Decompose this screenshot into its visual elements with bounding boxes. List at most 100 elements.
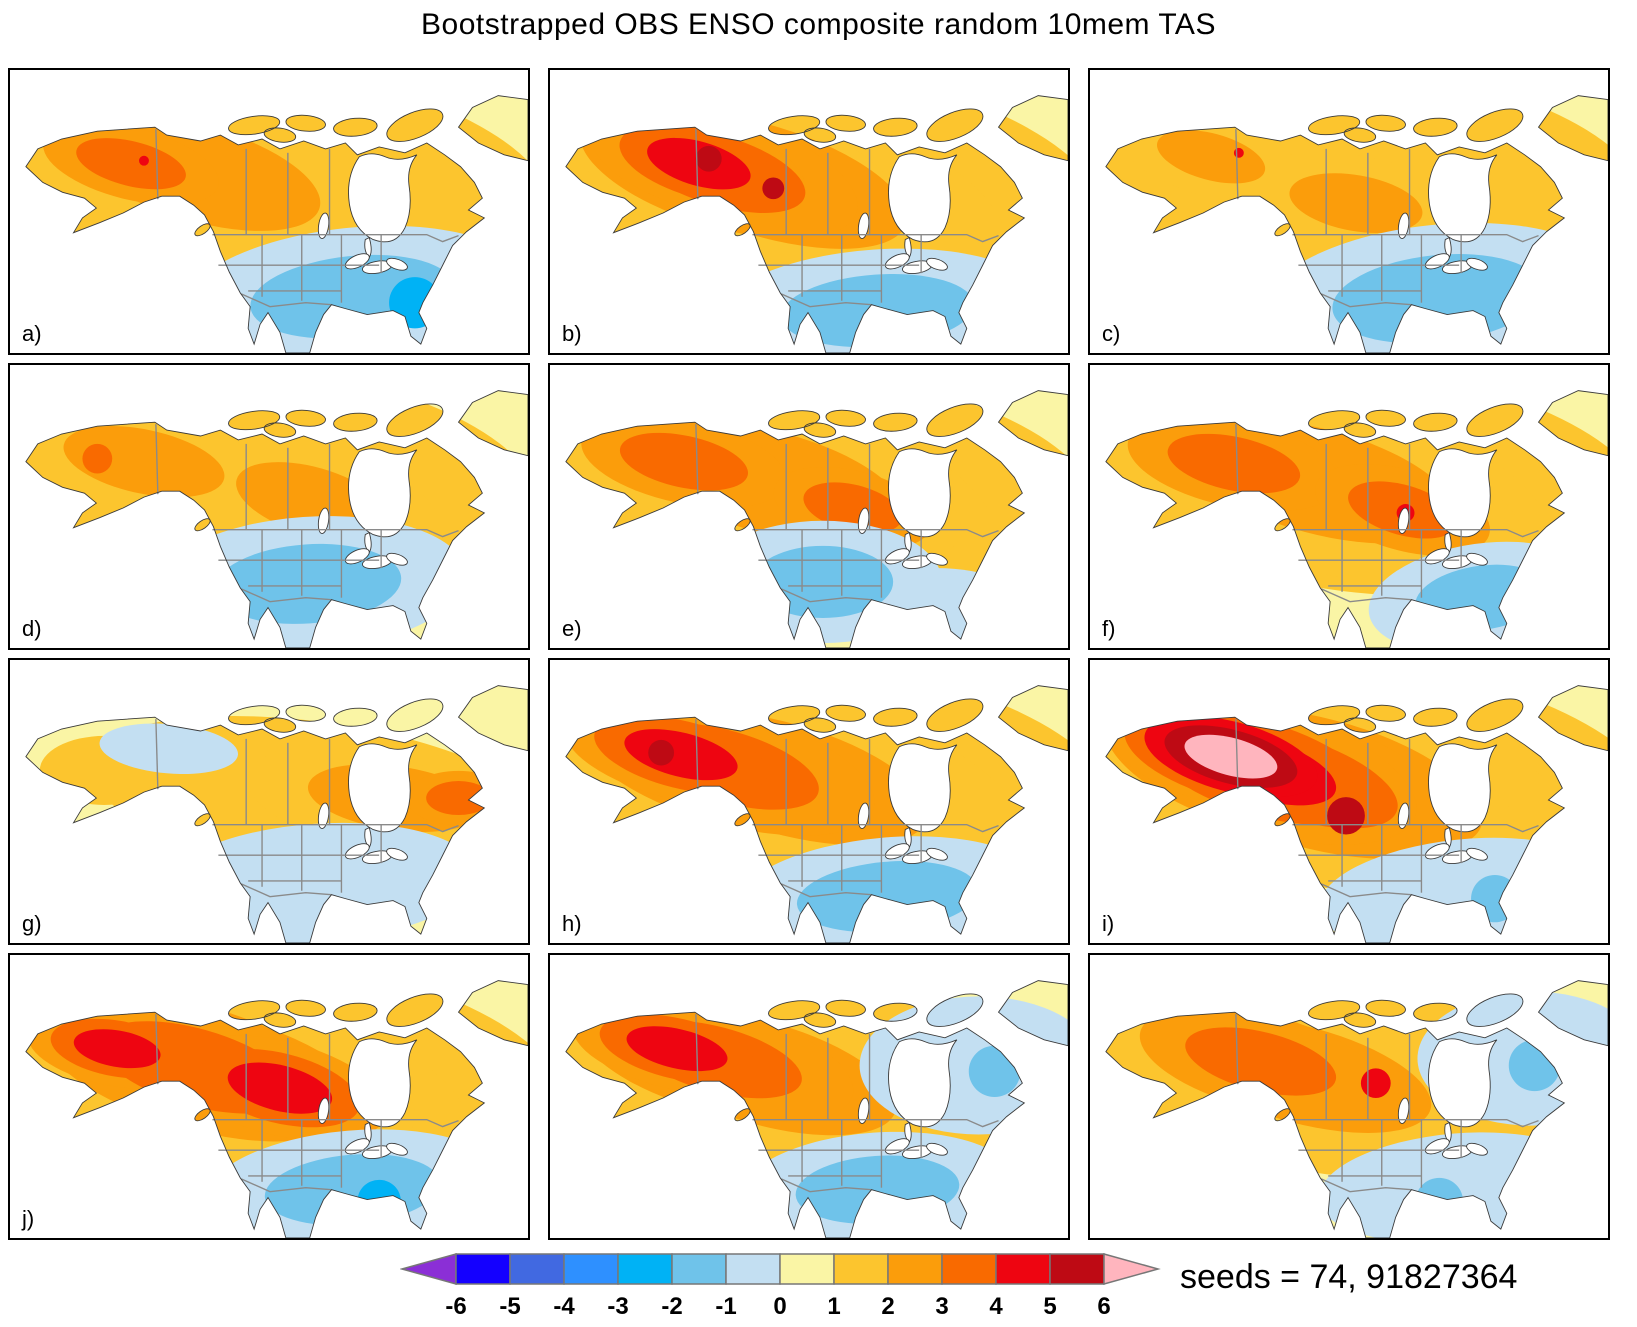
anomaly-fill bbox=[565, 685, 1068, 943]
state-province-borders bbox=[155, 129, 459, 308]
colorbar-over-arrow bbox=[1103, 1253, 1161, 1285]
map-panel-c: c) bbox=[1088, 68, 1610, 355]
coastline bbox=[565, 685, 1068, 943]
coastline bbox=[25, 980, 528, 1238]
water-bodies bbox=[857, 153, 958, 275]
north-america-map bbox=[565, 95, 1068, 353]
colorbar-segment bbox=[995, 1253, 1051, 1285]
state-province-borders bbox=[695, 719, 999, 898]
colorbar-under-arrow bbox=[399, 1253, 457, 1285]
anomaly-fill bbox=[1105, 685, 1608, 943]
map-panel-g: g) bbox=[8, 658, 530, 945]
water-bodies bbox=[857, 1038, 958, 1160]
colorbar-tick-label: 2 bbox=[881, 1293, 894, 1320]
colorbar-tick-label: -1 bbox=[715, 1293, 736, 1320]
map-panel-unlabeled-11 bbox=[548, 953, 1070, 1240]
water-bodies bbox=[317, 448, 418, 570]
colorbar: -6 -5 -4 -3 -2 -1 0 1 2 3 4 5 6 bbox=[399, 1252, 1165, 1327]
colorbar-segment bbox=[887, 1253, 943, 1285]
panel-label: h) bbox=[562, 911, 582, 936]
north-america-map bbox=[25, 390, 528, 648]
water-bodies bbox=[1397, 743, 1498, 865]
anomaly-fill bbox=[565, 95, 1068, 353]
seeds-label: seeds = 74, 91827364 bbox=[1180, 1258, 1518, 1296]
north-america-map bbox=[565, 685, 1068, 943]
map-panel-e: e) bbox=[548, 363, 1070, 650]
water-bodies bbox=[1397, 1038, 1498, 1160]
colorbar-segment bbox=[509, 1253, 565, 1285]
coastline bbox=[25, 685, 528, 943]
state-province-borders bbox=[695, 424, 999, 603]
map-panel-f: f) bbox=[1088, 363, 1610, 650]
colorbar-segment bbox=[779, 1253, 835, 1285]
state-province-borders bbox=[155, 424, 459, 603]
state-province-borders bbox=[695, 1014, 999, 1193]
colorbar-segment bbox=[941, 1253, 997, 1285]
anomaly-fill bbox=[25, 95, 528, 353]
north-america-map bbox=[25, 685, 528, 943]
colorbar-tick-label: -6 bbox=[445, 1293, 466, 1320]
colorbar-tick-label: 0 bbox=[773, 1293, 786, 1320]
panel-label: f) bbox=[1102, 616, 1116, 641]
coastline bbox=[1105, 390, 1608, 648]
coastline bbox=[25, 95, 528, 353]
state-province-borders bbox=[1235, 424, 1539, 603]
anomaly-fill bbox=[565, 980, 1068, 1238]
map-panel-d: d) bbox=[8, 363, 530, 650]
coastline bbox=[565, 95, 1068, 353]
map-panel-a: a) bbox=[8, 68, 530, 355]
colorbar-segment bbox=[617, 1253, 673, 1285]
north-america-map bbox=[1105, 390, 1608, 648]
map-grid: a) b) c) d) e) f) g) h) i) j) bbox=[8, 68, 1610, 1240]
panel-label: j) bbox=[22, 1206, 35, 1231]
state-province-borders bbox=[1235, 129, 1539, 308]
state-province-borders bbox=[1235, 1014, 1539, 1193]
coastline bbox=[565, 980, 1068, 1238]
colorbar-tick-label: 1 bbox=[827, 1293, 840, 1320]
panel-label: i) bbox=[1102, 911, 1115, 936]
state-province-borders bbox=[1235, 719, 1539, 898]
colorbar-tick-label: 3 bbox=[935, 1293, 948, 1320]
state-province-borders bbox=[155, 1014, 459, 1193]
north-america-map bbox=[1105, 95, 1608, 353]
panel-label: b) bbox=[562, 321, 582, 346]
coastline bbox=[1105, 685, 1608, 943]
anomaly-fill bbox=[1105, 980, 1608, 1238]
north-america-map bbox=[25, 95, 528, 353]
north-america-map bbox=[1105, 980, 1608, 1238]
north-america-map bbox=[25, 980, 528, 1238]
colorbar-segment bbox=[455, 1253, 511, 1285]
colorbar-tick-label: -4 bbox=[553, 1293, 575, 1320]
north-america-map bbox=[565, 390, 1068, 648]
map-panel-unlabeled-12 bbox=[1088, 953, 1610, 1240]
coastline bbox=[1105, 95, 1608, 353]
state-province-borders bbox=[155, 719, 459, 898]
water-bodies bbox=[1397, 153, 1498, 275]
colorbar-tick-label: 5 bbox=[1043, 1293, 1056, 1320]
figure-title: Bootstrapped OBS ENSO composite random 1… bbox=[421, 8, 1216, 41]
water-bodies bbox=[317, 153, 418, 275]
water-bodies bbox=[1397, 448, 1498, 570]
colorbar-segment bbox=[671, 1253, 727, 1285]
anomaly-fill bbox=[25, 390, 528, 648]
panel-label: g) bbox=[22, 911, 42, 936]
north-america-map bbox=[565, 980, 1068, 1238]
colorbar-segment bbox=[1049, 1253, 1105, 1285]
panel-label: a) bbox=[22, 321, 42, 346]
coastline bbox=[565, 390, 1068, 648]
colorbar-tick-label: -3 bbox=[607, 1293, 628, 1320]
map-panel-j: j) bbox=[8, 953, 530, 1240]
water-bodies bbox=[317, 1038, 418, 1160]
water-bodies bbox=[857, 743, 958, 865]
map-panel-b: b) bbox=[548, 68, 1070, 355]
map-panel-h: h) bbox=[548, 658, 1070, 945]
north-america-map bbox=[1105, 685, 1608, 943]
panel-label: d) bbox=[22, 616, 42, 641]
state-province-borders bbox=[695, 129, 999, 308]
anomaly-fill bbox=[25, 980, 528, 1238]
colorbar-tick-label: -5 bbox=[499, 1293, 520, 1320]
water-bodies bbox=[317, 743, 418, 865]
panel-label: e) bbox=[562, 616, 582, 641]
colorbar-tick-label: 4 bbox=[989, 1293, 1003, 1320]
coastline bbox=[1105, 980, 1608, 1238]
